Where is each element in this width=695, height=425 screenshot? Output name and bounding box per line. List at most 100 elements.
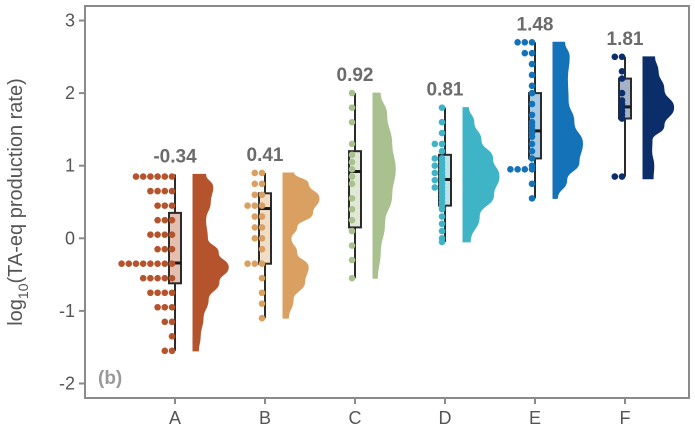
data-point — [528, 89, 536, 97]
data-point — [161, 231, 169, 238]
data-point — [438, 220, 446, 228]
median-labels: -0.34 0.41 0.92 0.81 1.48 1.81 — [153, 14, 644, 167]
data-point — [528, 60, 536, 68]
data-point — [251, 202, 259, 209]
data-point — [168, 332, 176, 340]
data-point — [251, 234, 259, 242]
median-label-f: 1.81 — [607, 29, 644, 50]
data-point — [438, 238, 446, 246]
x-tick-label: D — [439, 408, 452, 425]
data-point — [618, 173, 626, 180]
data-point — [168, 187, 176, 195]
data-point — [258, 260, 266, 268]
density-cloud-c — [372, 92, 396, 279]
data-point — [258, 234, 266, 242]
data-point — [348, 256, 356, 264]
y-tick-label: -2 — [59, 373, 75, 393]
data-point — [125, 260, 133, 268]
data-point — [154, 303, 161, 311]
data-point — [348, 151, 356, 159]
data-point — [251, 169, 259, 177]
data-point — [244, 260, 251, 268]
panel-label: (b) — [98, 368, 122, 389]
data-point — [528, 49, 536, 57]
data-point — [168, 202, 176, 209]
y-tick-label: 1 — [65, 156, 75, 176]
data-point — [154, 231, 161, 238]
data-point — [258, 289, 266, 297]
data-point — [139, 173, 147, 180]
data-point — [348, 173, 356, 180]
data-point — [118, 260, 125, 268]
data-point — [348, 227, 356, 235]
data-point — [161, 347, 169, 355]
data-point — [161, 289, 169, 297]
data-point — [161, 216, 169, 224]
data-point — [438, 227, 446, 235]
data-point — [431, 155, 439, 162]
data-point — [348, 180, 356, 188]
data-point — [168, 231, 176, 238]
data-point — [258, 245, 266, 253]
data-point — [431, 184, 439, 191]
data-point — [618, 115, 626, 122]
x-tick-label: F — [620, 408, 631, 425]
data-point — [348, 274, 356, 282]
data-point — [168, 260, 176, 268]
data-point — [348, 140, 356, 148]
data-point — [258, 224, 266, 231]
data-point — [528, 195, 536, 202]
data-points — [118, 38, 626, 355]
data-point — [528, 82, 536, 90]
median-label-c: 0.92 — [337, 65, 374, 86]
data-point — [258, 314, 266, 322]
data-point — [528, 180, 536, 188]
data-point — [161, 202, 169, 209]
data-point — [348, 195, 356, 202]
data-point — [618, 75, 626, 82]
data-point — [251, 180, 259, 188]
data-point — [154, 173, 161, 180]
y-axis-label-rest: (TA-eq production rate) — [5, 78, 27, 283]
data-point — [154, 202, 161, 209]
data-point — [147, 173, 154, 180]
data-point — [528, 71, 536, 79]
data-point — [132, 173, 140, 180]
x-axis: A B C D E F — [169, 398, 631, 425]
data-point — [438, 104, 446, 111]
data-point — [431, 169, 439, 177]
y-tick-label: -1 — [59, 301, 75, 321]
data-point — [528, 100, 536, 108]
data-point — [168, 347, 176, 355]
data-point — [521, 166, 529, 173]
data-point — [348, 166, 356, 173]
median-label-a: -0.34 — [153, 146, 197, 167]
y-tick-label: 0 — [65, 228, 75, 248]
data-point — [348, 205, 356, 213]
data-point — [528, 38, 536, 46]
data-point — [514, 38, 521, 46]
data-point — [258, 300, 266, 307]
data-point — [147, 274, 154, 282]
data-point — [521, 38, 529, 46]
data-point — [514, 166, 521, 173]
data-point — [251, 191, 259, 199]
data-point — [348, 242, 356, 249]
density-cloud-d — [462, 107, 500, 243]
x-tick-label: E — [529, 408, 541, 425]
data-point — [438, 129, 446, 137]
data-point — [161, 187, 169, 195]
data-point — [438, 205, 446, 213]
y-tick-label: 2 — [65, 83, 75, 103]
data-point — [348, 104, 356, 111]
density-cloud-f — [642, 56, 675, 180]
data-point — [438, 140, 446, 148]
x-tick-label: C — [349, 408, 362, 425]
data-point — [528, 140, 536, 148]
data-point — [168, 303, 176, 311]
density-cloud-e — [552, 41, 584, 199]
data-point — [528, 133, 536, 140]
y-axis: -2 -1 0 1 2 3 — [59, 11, 85, 393]
data-point — [618, 89, 626, 97]
data-point — [251, 213, 259, 220]
